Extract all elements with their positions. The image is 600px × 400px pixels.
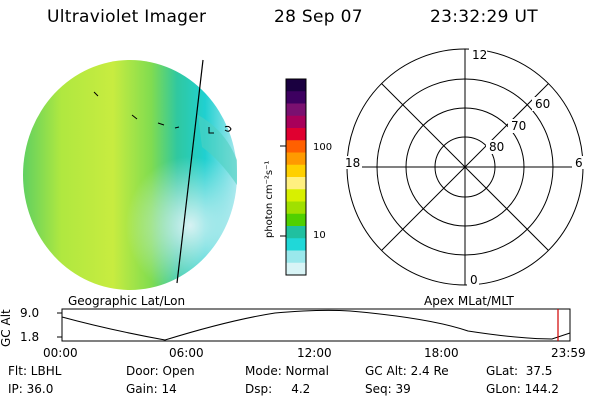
time-tick-1800: 18:00 [424,346,459,360]
time-tick-1200: 12:00 [297,346,332,360]
status-seq: Seq: 39 [365,382,411,396]
status-glon: GLon: 144.2 [486,382,559,396]
colorbar-band [286,250,306,264]
lat-label-80: 80 [489,140,504,154]
colorbar-band [286,79,306,92]
geographic-caption: Geographic Lat/Lon [68,294,186,308]
colorbar-band [286,226,306,239]
colorbar-band [286,91,306,104]
time-tick-2359: 23:59 [551,346,586,360]
app-title: Ultraviolet Imager [47,7,207,27]
colorbar-unit-label: photon cm⁻²s⁻¹ [264,161,275,238]
time-label: 23:32:29 UT [430,7,538,27]
colorbar-band [286,201,306,215]
status-glat: GLat: 37.5 [486,364,553,378]
altitude-timeline: GC Alt 9.0 1.8 [0,306,571,347]
lat-label-60: 60 [535,97,550,111]
coastline-marks [93,91,180,129]
colorbar-band [286,213,306,227]
colorbar-band [286,140,306,153]
status-gc-alt: GC Alt: 2.4 Re [365,364,449,378]
mlt-label-6: 6 [575,156,583,170]
status-dsp: Dsp: 4.2 [245,382,311,396]
mlt-label-12: 12 [472,48,487,62]
colorbar-band [286,238,306,251]
colorbar-band [286,103,306,117]
status-gain: Gain: 14 [126,382,177,396]
altitude-tick-9: 9.0 [20,306,39,320]
colorbar: photon cm⁻²s⁻¹ [264,78,307,276]
apex-caption: Apex MLat/MLT [424,294,514,308]
altitude-curve [61,309,571,341]
colorbar-band [286,262,306,276]
colorbar-tick-100: 100 [313,142,333,153]
terminator-line [176,59,204,284]
time-tick-0000: 00:00 [43,346,78,360]
colorbar-band [286,164,306,178]
status-filter: Flt: LBHL [8,364,62,378]
status-ip: IP: 36.0 [8,382,54,396]
colorbar-band [286,189,306,202]
polar-grid: 12 18 6 0 60 70 80 [342,48,584,287]
colorbar-tick-10: 10 [313,230,326,241]
colorbar-band [286,152,306,166]
status-mode: Mode: Normal [245,364,329,378]
colorbar-band [286,115,306,129]
colorbar-band [286,177,306,190]
time-tick-0600: 06:00 [169,346,204,360]
lat-label-70: 70 [511,119,526,133]
mlt-label-18: 18 [345,156,360,170]
altitude-tick-1-8: 1.8 [20,330,39,344]
altitude-ylabel: GC Alt [0,309,13,347]
auroral-image [23,59,237,290]
colorbar-band [286,128,306,141]
mlt-label-0: 0 [470,273,478,287]
date-label: 28 Sep 07 [274,7,363,27]
status-door: Door: Open [126,364,195,378]
